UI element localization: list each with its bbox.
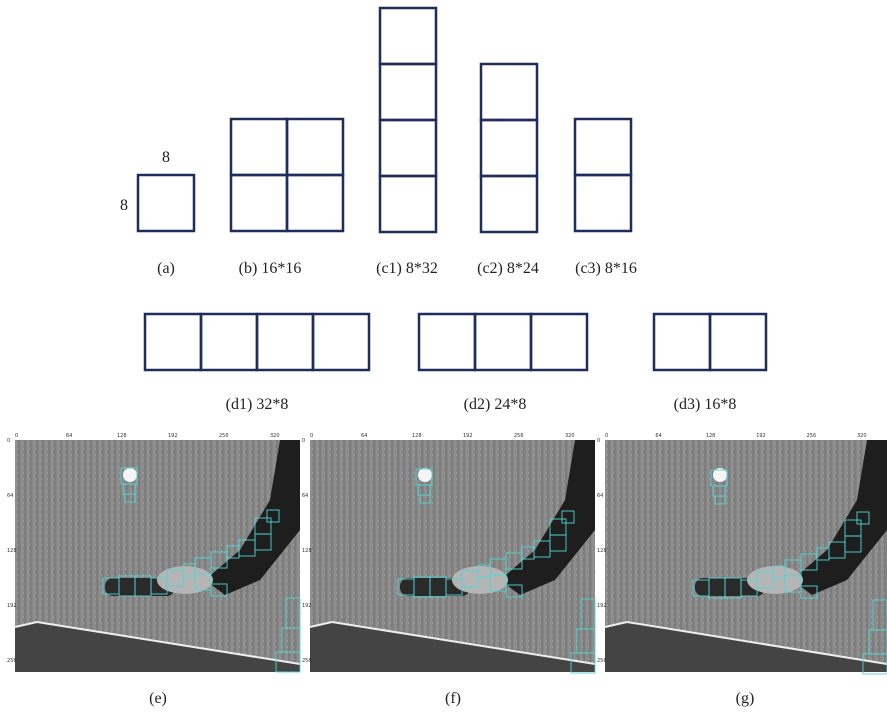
- axis-tick-label: 256: [514, 433, 524, 439]
- axis-tick-label: 64: [302, 493, 308, 499]
- axis-tick-label: 0: [302, 438, 305, 444]
- block-cell: [531, 314, 587, 370]
- block-cell: [138, 175, 194, 231]
- hand: [452, 566, 508, 594]
- axis-tick-label: 64: [7, 493, 13, 499]
- size-label: 8: [162, 149, 170, 166]
- axis-tick-label: 256: [807, 433, 817, 439]
- caption: (c3) 8*16: [575, 260, 637, 277]
- figure: 8 8 (a) (b) 16*16 (c1) 8*32 (c2) 8*24 (c…: [0, 0, 887, 712]
- caption: (d2) 24*8: [464, 396, 527, 413]
- caption: (c2) 8*24: [477, 260, 539, 277]
- block-cell: [257, 314, 313, 370]
- photo-panel: 0 64 128 192 256 320 0 64 128 192 256: [7, 433, 300, 672]
- axis-tick-label: 64: [655, 433, 661, 439]
- caption: (f): [445, 690, 461, 707]
- axis-tick-label: 192: [463, 433, 473, 439]
- axis-tick-label: 256: [597, 658, 607, 664]
- ball: [418, 468, 432, 482]
- axis-tick-label: 320: [857, 433, 867, 439]
- block-cell: [575, 175, 631, 231]
- caption: (d3) 16*8: [674, 396, 737, 413]
- axis-tick-label: 64: [66, 433, 72, 439]
- block-cell: [710, 314, 766, 370]
- block-cell: [475, 314, 531, 370]
- axis-tick-label: 128: [597, 548, 607, 554]
- axis-tick-label: 256: [7, 658, 17, 664]
- photo-panel: 0 64 128 192 256 320 0 64 128 192 256: [302, 433, 595, 673]
- block-cell: [201, 314, 257, 370]
- axis-tick-label: 192: [7, 603, 17, 609]
- axis-tick-label: 320: [270, 433, 280, 439]
- block-cell: [313, 314, 369, 370]
- axis-tick-label: 256: [219, 433, 229, 439]
- caption: (e): [149, 690, 167, 707]
- photo-panel: 0 64 128 192 256 320 0 64 128 192 256: [597, 433, 887, 674]
- block-cell: [231, 119, 287, 175]
- axis-tick-label: 0: [310, 433, 313, 439]
- axis-tick-label: 320: [565, 433, 575, 439]
- ball: [123, 468, 137, 482]
- axis-tick-label: 0: [597, 438, 600, 444]
- caption: (b) 16*16: [239, 260, 302, 277]
- axis-tick-label: 256: [302, 658, 312, 664]
- block-cell: [575, 119, 631, 175]
- block-cell: [380, 8, 436, 64]
- axis-tick-label: 64: [361, 433, 367, 439]
- block-cell: [287, 119, 343, 175]
- axis-tick-label: 0: [15, 433, 18, 439]
- block-cell: [380, 64, 436, 120]
- caption: (g): [736, 690, 755, 707]
- axis-tick-label: 128: [706, 433, 716, 439]
- caption: (c1) 8*32: [376, 260, 438, 277]
- axis-tick-label: 0: [605, 433, 608, 439]
- axis-tick-label: 192: [168, 433, 178, 439]
- block-cell: [231, 175, 287, 231]
- block-cell: [654, 314, 710, 370]
- axis-tick-label: 128: [302, 548, 312, 554]
- size-label: 8: [120, 197, 128, 214]
- axis-tick-label: 0: [7, 438, 10, 444]
- axis-tick-label: 192: [756, 433, 766, 439]
- axis-tick-label: 192: [597, 603, 607, 609]
- block-cell: [145, 314, 201, 370]
- caption: (d1) 32*8: [226, 396, 289, 413]
- block-cell: [287, 175, 343, 231]
- axis-tick-label: 128: [117, 433, 127, 439]
- block-cell: [380, 176, 436, 232]
- block-cell: [481, 64, 537, 120]
- block-cell: [481, 176, 537, 232]
- axis-tick-label: 192: [302, 603, 312, 609]
- block-cell: [380, 120, 436, 176]
- axis-tick-label: 64: [597, 493, 603, 499]
- axis-tick-label: 128: [7, 548, 17, 554]
- axis-tick-label: 128: [412, 433, 422, 439]
- block-cell: [481, 120, 537, 176]
- caption: (a): [157, 260, 175, 277]
- block-cell: [419, 314, 475, 370]
